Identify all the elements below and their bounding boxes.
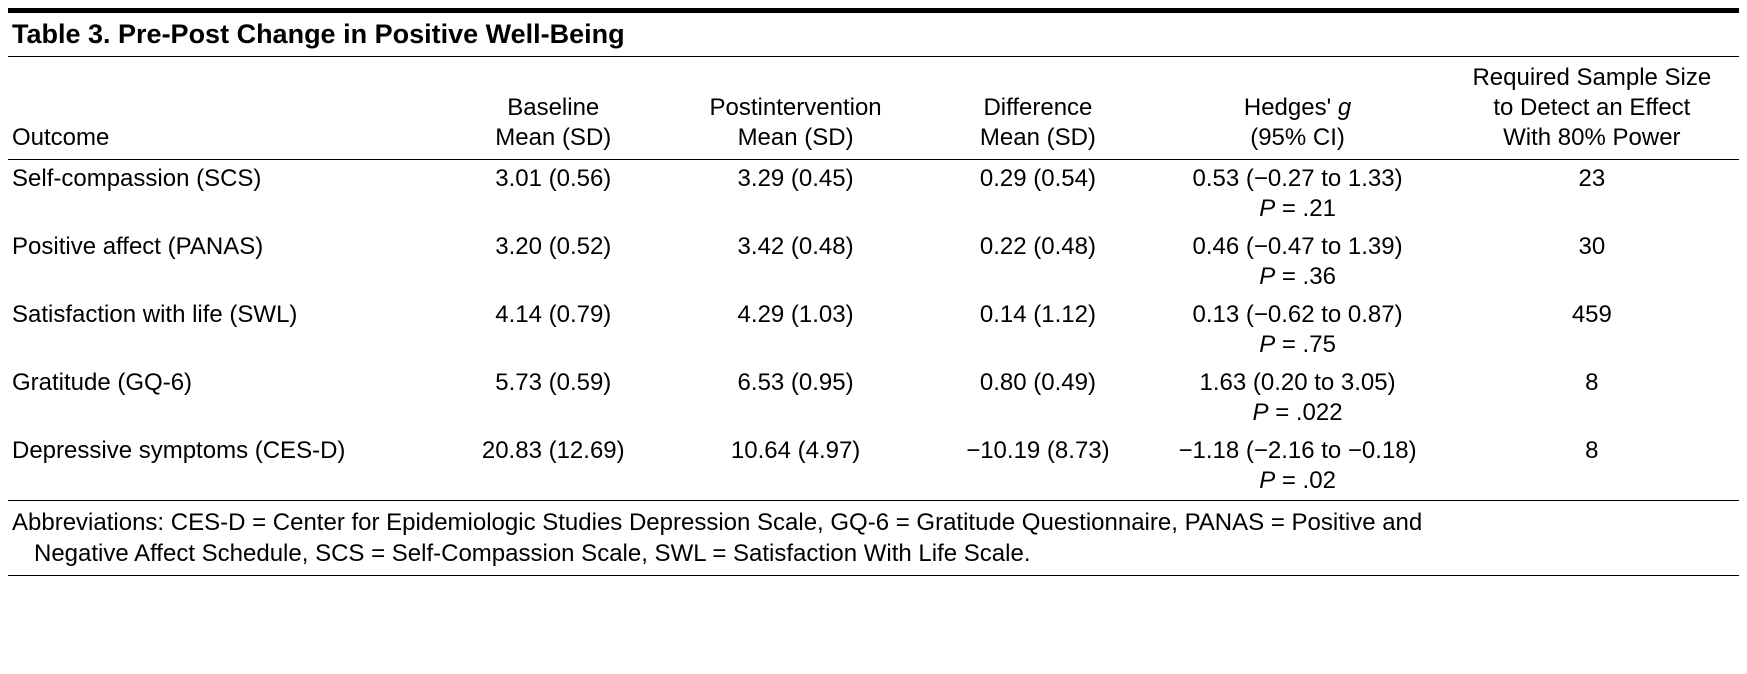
header-text: Difference	[983, 94, 1092, 121]
p-value-number: = .36	[1275, 263, 1336, 290]
p-value-number: = .75	[1275, 331, 1336, 358]
data-table: Outcome Baseline Mean (SD) Postintervent…	[8, 57, 1739, 576]
table-row: Gratitude (GQ-6)5.73 (0.59)6.53 (0.95)0.…	[8, 364, 1739, 432]
postintervention-cell: 10.64 (4.97)	[666, 432, 926, 501]
outcome-cell: Depressive symptoms (CES-D)	[8, 432, 441, 501]
hedges-value: −1.18 (−2.16 to −0.18)	[1178, 437, 1416, 464]
hedges-g-cell: 0.13 (−0.62 to 0.87)P = .75	[1150, 296, 1444, 364]
baseline-cell: 20.83 (12.69)	[441, 432, 666, 501]
header-text: Required Sample Size	[1472, 64, 1711, 91]
baseline-cell: 4.14 (0.79)	[441, 296, 666, 364]
header-text: to Detect an Effect	[1493, 94, 1690, 121]
sample-size-cell: 459	[1445, 296, 1739, 364]
p-value: P = .022	[1158, 398, 1436, 428]
header-text: With 80% Power	[1503, 124, 1680, 151]
footer-row: Abbreviations: CES-D = Center for Epidem…	[8, 501, 1739, 576]
difference-cell: 0.80 (0.49)	[925, 364, 1150, 432]
sample-size-cell: 30	[1445, 228, 1739, 296]
hedges-value: 0.13 (−0.62 to 0.87)	[1192, 301, 1402, 328]
hedges-g-cell: −1.18 (−2.16 to −0.18)P = .02	[1150, 432, 1444, 501]
footer-text-line2: Negative Affect Schedule, SCS = Self-Com…	[12, 538, 1735, 569]
baseline-cell: 3.20 (0.52)	[441, 228, 666, 296]
col-header-outcome: Outcome	[8, 57, 441, 160]
sample-size-cell: 8	[1445, 364, 1739, 432]
p-letter: P	[1253, 399, 1269, 426]
p-value: P = .36	[1158, 262, 1436, 292]
table-title: Table 3. Pre-Post Change in Positive Wel…	[8, 8, 1739, 57]
col-header-postintervention: Postintervention Mean (SD)	[666, 57, 926, 160]
p-letter: P	[1259, 467, 1275, 494]
hedges-value: 0.46 (−0.47 to 1.39)	[1192, 233, 1402, 260]
hedges-g-cell: 1.63 (0.20 to 3.05)P = .022	[1150, 364, 1444, 432]
table-row: Self-compassion (SCS)3.01 (0.56)3.29 (0.…	[8, 160, 1739, 229]
outcome-cell: Positive affect (PANAS)	[8, 228, 441, 296]
p-letter: P	[1259, 195, 1275, 222]
hedges-g-cell: 0.46 (−0.47 to 1.39)P = .36	[1150, 228, 1444, 296]
table-row: Satisfaction with life (SWL)4.14 (0.79)4…	[8, 296, 1739, 364]
col-header-baseline: Baseline Mean (SD)	[441, 57, 666, 160]
outcome-cell: Satisfaction with life (SWL)	[8, 296, 441, 364]
header-text: Baseline	[507, 94, 599, 121]
p-value: P = .75	[1158, 330, 1436, 360]
hedges-value: 1.63 (0.20 to 3.05)	[1199, 369, 1395, 396]
footer-text-line1: Abbreviations: CES-D = Center for Epidem…	[12, 509, 1422, 536]
table-row: Positive affect (PANAS)3.20 (0.52)3.42 (…	[8, 228, 1739, 296]
difference-cell: 0.14 (1.12)	[925, 296, 1150, 364]
difference-cell: −10.19 (8.73)	[925, 432, 1150, 501]
header-text: Mean (SD)	[495, 124, 611, 151]
baseline-cell: 5.73 (0.59)	[441, 364, 666, 432]
table-body: Self-compassion (SCS)3.01 (0.56)3.29 (0.…	[8, 160, 1739, 501]
postintervention-cell: 3.29 (0.45)	[666, 160, 926, 229]
col-header-hedges-g: Hedges' g (95% CI)	[1150, 57, 1444, 160]
sample-size-cell: 8	[1445, 432, 1739, 501]
header-text: Hedges'	[1244, 94, 1338, 121]
header-text: Mean (SD)	[738, 124, 854, 151]
difference-cell: 0.29 (0.54)	[925, 160, 1150, 229]
hedges-g-cell: 0.53 (−0.27 to 1.33)P = .21	[1150, 160, 1444, 229]
postintervention-cell: 3.42 (0.48)	[666, 228, 926, 296]
postintervention-cell: 4.29 (1.03)	[666, 296, 926, 364]
postintervention-cell: 6.53 (0.95)	[666, 364, 926, 432]
header-text: Mean (SD)	[980, 124, 1096, 151]
header-text: Postintervention	[710, 94, 882, 121]
table-row: Depressive symptoms (CES-D)20.83 (12.69)…	[8, 432, 1739, 501]
outcome-cell: Gratitude (GQ-6)	[8, 364, 441, 432]
header-row: Outcome Baseline Mean (SD) Postintervent…	[8, 57, 1739, 160]
difference-cell: 0.22 (0.48)	[925, 228, 1150, 296]
footer-cell: Abbreviations: CES-D = Center for Epidem…	[8, 501, 1739, 576]
sample-size-cell: 23	[1445, 160, 1739, 229]
col-header-difference: Difference Mean (SD)	[925, 57, 1150, 160]
outcome-cell: Self-compassion (SCS)	[8, 160, 441, 229]
col-header-sample-size: Required Sample Size to Detect an Effect…	[1445, 57, 1739, 160]
table-container: Table 3. Pre-Post Change in Positive Wel…	[8, 8, 1739, 576]
p-value-number: = .21	[1275, 195, 1336, 222]
p-value: P = .02	[1158, 466, 1436, 496]
p-letter: P	[1259, 331, 1275, 358]
header-text: (95% CI)	[1250, 124, 1345, 151]
p-letter: P	[1259, 263, 1275, 290]
header-text-italic: g	[1338, 94, 1351, 121]
p-value-number: = .02	[1275, 467, 1336, 494]
hedges-value: 0.53 (−0.27 to 1.33)	[1192, 165, 1402, 192]
header-text: Outcome	[12, 124, 109, 151]
baseline-cell: 3.01 (0.56)	[441, 160, 666, 229]
p-value: P = .21	[1158, 194, 1436, 224]
p-value-number: = .022	[1269, 399, 1343, 426]
